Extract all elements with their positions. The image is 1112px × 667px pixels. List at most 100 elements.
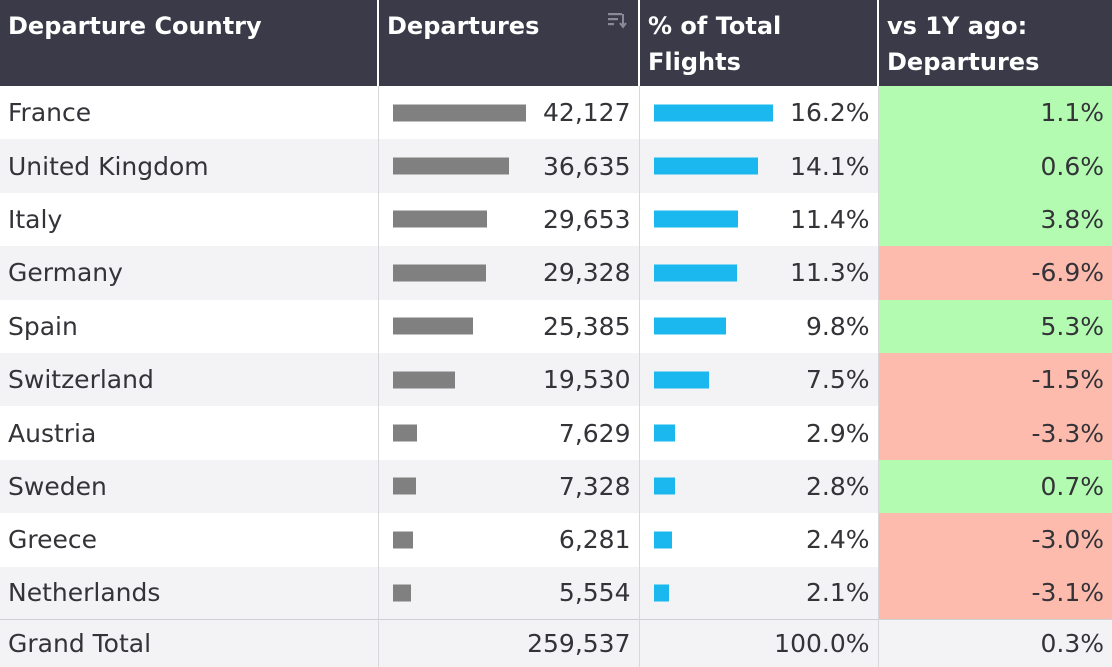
table-row[interactable]: Spain 25,385 9.8% 5.3%	[0, 299, 1112, 353]
pct-value: 2.4%	[805, 525, 870, 555]
table-footer: Grand Total 259,537 100.0% 0.3%	[0, 619, 1112, 667]
vs-last-year-cell: -3.3%	[878, 406, 1112, 460]
pct-bar	[653, 104, 773, 122]
departures-cell: 42,127	[378, 86, 640, 140]
table-body: France 42,127 16.2% 1.1% United Kingdom 36,63…	[0, 86, 1112, 620]
vs-last-year-cell: -6.9%	[878, 246, 1112, 300]
pct-value: 9.8%	[805, 311, 870, 341]
country-cell: Netherlands	[0, 566, 379, 620]
departures-value: 29,328	[543, 258, 631, 288]
departures-bar	[392, 531, 413, 549]
departures-value: 7,328	[558, 471, 631, 501]
grand-total-row: Grand Total 259,537 100.0% 0.3%	[0, 619, 1112, 667]
column-header-country[interactable]: Departure Country	[0, 0, 379, 86]
departures-cell: 6,281	[378, 513, 640, 567]
column-header-vs[interactable]: vs 1Y ago: Departures	[878, 0, 1112, 86]
departures-bar	[392, 104, 526, 122]
pct-bar	[653, 157, 758, 175]
table-row[interactable]: Switzerland 19,530 7.5% -1.5%	[0, 352, 1112, 407]
pct-cell: 2.1%	[639, 566, 879, 620]
country-cell: Italy	[0, 192, 379, 247]
pct-cell: 2.4%	[639, 513, 879, 567]
table-row[interactable]: Netherlands 5,554 2.1% -3.1%	[0, 566, 1112, 620]
pct-cell: 2.8%	[639, 459, 879, 514]
country-cell: Greece	[0, 513, 379, 567]
departures-bar	[392, 584, 411, 602]
departures-bar	[392, 424, 417, 442]
sort-descending-icon[interactable]	[606, 10, 628, 32]
pct-bar	[653, 371, 709, 389]
pct-cell: 16.2%	[639, 86, 879, 140]
country-cell: Sweden	[0, 459, 379, 514]
table-header: Departure Country Departures % of Total …	[0, 0, 1112, 86]
departures-cell: 19,530	[378, 352, 640, 407]
departures-cell: 7,629	[378, 406, 640, 460]
departures-value: 42,127	[543, 98, 631, 128]
vs-last-year-cell: -1.5%	[878, 352, 1112, 407]
vs-last-year-cell: -3.0%	[878, 513, 1112, 567]
table-row[interactable]: United Kingdom 36,635 14.1% 0.6%	[0, 139, 1112, 193]
pct-cell: 11.3%	[639, 246, 879, 300]
departures-cell: 5,554	[378, 566, 640, 620]
departures-value: 6,281	[558, 525, 631, 555]
departures-bar	[392, 477, 416, 495]
table-row[interactable]: France 42,127 16.2% 1.1%	[0, 86, 1112, 140]
column-header-departures-label: Departures	[387, 12, 540, 40]
pct-value: 7.5%	[805, 365, 870, 395]
pct-bar	[653, 584, 669, 602]
pct-cell: 14.1%	[639, 139, 879, 193]
country-cell: Spain	[0, 299, 379, 353]
column-header-departures[interactable]: Departures	[378, 0, 640, 86]
country-cell: Switzerland	[0, 352, 379, 407]
pct-bar	[653, 477, 675, 495]
departures-value: 19,530	[543, 365, 631, 395]
pct-bar	[653, 317, 726, 335]
grand-total-label: Grand Total	[0, 619, 379, 667]
pct-bar	[653, 424, 675, 442]
departures-bar	[392, 157, 509, 175]
departures-cell: 36,635	[378, 139, 640, 193]
vs-last-year-cell: 3.8%	[878, 192, 1112, 247]
vs-last-year-cell: -3.1%	[878, 566, 1112, 620]
departures-cell: 25,385	[378, 299, 640, 353]
vs-last-year-cell: 0.6%	[878, 139, 1112, 193]
departures-bar	[392, 371, 455, 389]
vs-last-year-cell: 1.1%	[878, 86, 1112, 140]
table-row[interactable]: Germany 29,328 11.3% -6.9%	[0, 246, 1112, 300]
departures-value: 7,629	[558, 418, 631, 448]
pct-value: 14.1%	[790, 151, 870, 181]
pct-bar	[653, 531, 672, 549]
country-cell: Germany	[0, 246, 379, 300]
pct-bar	[653, 210, 738, 228]
departures-cell: 7,328	[378, 459, 640, 514]
vs-last-year-cell: 5.3%	[878, 299, 1112, 353]
pct-cell: 7.5%	[639, 352, 879, 407]
departures-bar	[392, 210, 487, 228]
pct-value: 2.1%	[805, 578, 870, 608]
column-header-pct[interactable]: % of Total Flights	[639, 0, 879, 86]
table-row[interactable]: Sweden 7,328 2.8% 0.7%	[0, 459, 1112, 514]
country-cell: Austria	[0, 406, 379, 460]
departures-value: 29,653	[543, 204, 631, 234]
pct-value: 11.4%	[790, 204, 870, 234]
table-row[interactable]: Italy 29,653 11.4% 3.8%	[0, 192, 1112, 247]
departures-cell: 29,328	[378, 246, 640, 300]
country-cell: United Kingdom	[0, 139, 379, 193]
pct-value: 2.8%	[805, 471, 870, 501]
departures-cell: 29,653	[378, 192, 640, 247]
pct-value: 11.3%	[790, 258, 870, 288]
table-row[interactable]: Austria 7,629 2.9% -3.3%	[0, 406, 1112, 460]
departures-value: 36,635	[543, 151, 631, 181]
pct-bar	[653, 264, 737, 282]
grand-total-vs: 0.3%	[878, 619, 1112, 667]
departures-bar	[392, 317, 473, 335]
pct-value: 2.9%	[805, 418, 870, 448]
departures-value: 5,554	[558, 578, 631, 608]
pct-value: 16.2%	[790, 98, 870, 128]
grand-total-departures: 259,537	[378, 619, 640, 667]
country-cell: France	[0, 86, 379, 140]
pct-cell: 11.4%	[639, 192, 879, 247]
table-row[interactable]: Greece 6,281 2.4% -3.0%	[0, 513, 1112, 567]
pct-cell: 9.8%	[639, 299, 879, 353]
